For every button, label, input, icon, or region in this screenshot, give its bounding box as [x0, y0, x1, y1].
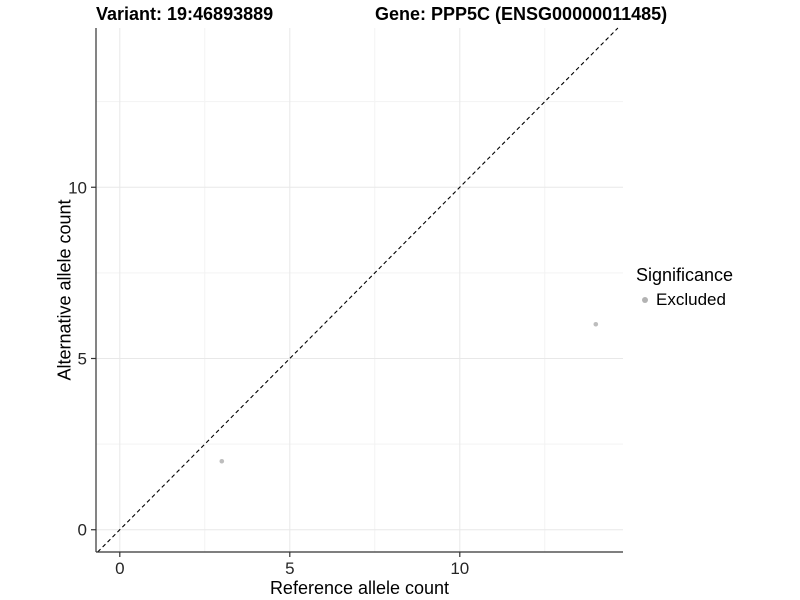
gene-title: Gene: PPP5C (ENSG00000011485)	[375, 4, 668, 24]
legend-item-excluded: Excluded	[636, 290, 733, 310]
x-tick-label: 0	[115, 559, 124, 578]
excluded-point-icon	[642, 297, 648, 303]
variant-title: Variant: 19:46893889	[96, 4, 274, 24]
x-tick-label: 10	[450, 559, 469, 578]
y-tick-label: 0	[78, 521, 87, 540]
data-point	[219, 458, 225, 464]
legend-title: Significance	[636, 265, 734, 285]
y-tick-label: 5	[78, 349, 87, 368]
y-axis-title: Alternative allele count	[54, 199, 75, 381]
x-axis-title: Reference allele count	[269, 578, 450, 598]
legend: Significance Excluded	[636, 265, 733, 310]
y-tick-label: 10	[68, 178, 87, 197]
identity-reference-line	[97, 27, 619, 553]
data-point	[593, 321, 599, 327]
x-tick-label: 5	[285, 559, 294, 578]
legend-item-label: Excluded	[656, 290, 726, 309]
